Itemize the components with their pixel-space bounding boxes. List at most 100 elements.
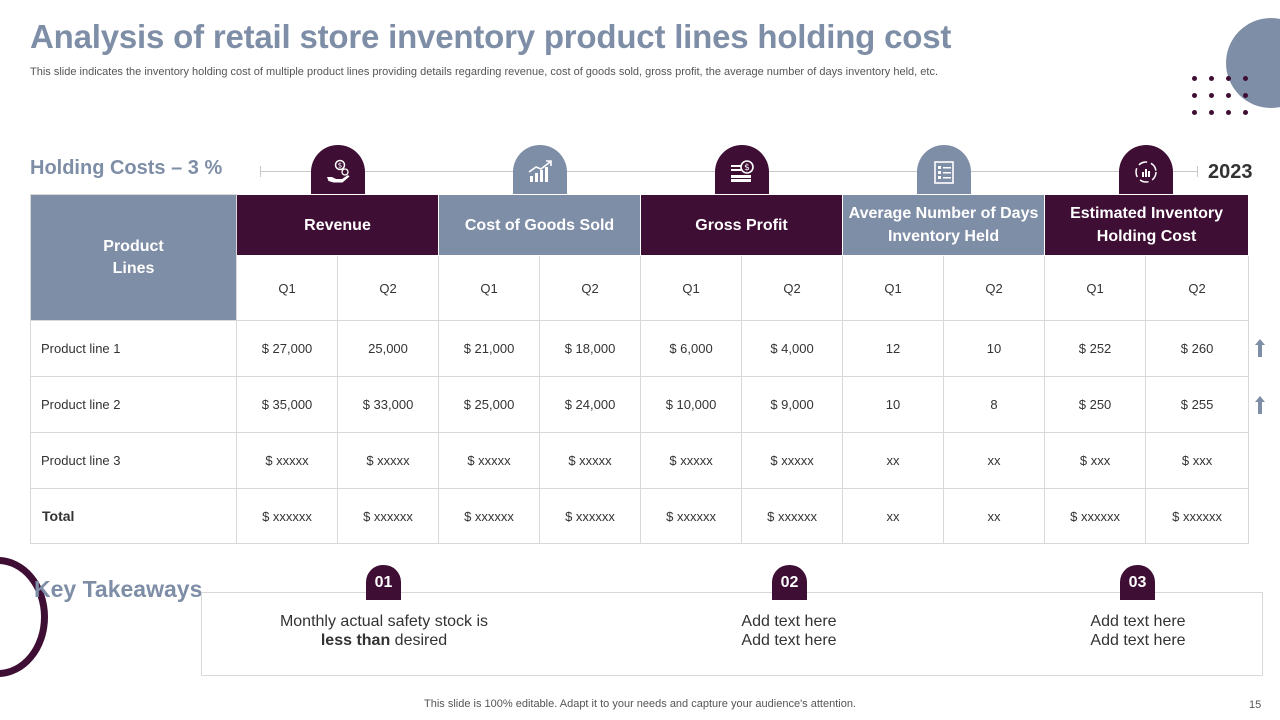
table-cell: $ 252 — [1044, 320, 1147, 377]
quarter-header: Q2 — [943, 255, 1046, 321]
table-cell: 25,000 — [336, 320, 440, 377]
gross-profit-tab: $ — [715, 145, 769, 199]
svg-text:$: $ — [338, 162, 342, 170]
holding-costs-label: Holding Costs – 3 % — [30, 157, 223, 179]
table-cell: $ 25,000 — [438, 376, 541, 433]
revenue-tab: $ — [311, 145, 365, 199]
table-cell: $ xxxxx — [438, 432, 541, 489]
table-row: Product line 2 $ 35,000 $ 33,000 $ 25,00… — [30, 376, 1250, 433]
decorative-dot — [1192, 93, 1197, 98]
table-row-total: Total $ xxxxxx $ xxxxxx $ xxxxxx $ xxxxx… — [30, 488, 1250, 544]
table-cell: $ xxxxxx — [539, 488, 642, 544]
table-cell: $ 21,000 — [438, 320, 541, 377]
group-header-revenue: Revenue — [235, 194, 440, 256]
group-header-cogs: Cost of Goods Sold — [438, 194, 642, 256]
takeaway-rest-text: desired — [390, 632, 448, 649]
takeaway-bold-text: less than — [320, 632, 391, 649]
group-header-holding-cost: Estimated Inventory Holding Cost — [1044, 194, 1250, 256]
key-takeaways-title: Key Takeaways — [34, 576, 203, 602]
table-cell: $ 255 — [1145, 376, 1250, 433]
holding-cost-tab — [1119, 145, 1173, 199]
decorative-dot — [1226, 110, 1231, 115]
table-cell: $ 4,000 — [741, 320, 844, 377]
table-cell: $ xxxxxx — [1145, 488, 1250, 544]
days-inventory-tab — [917, 145, 971, 199]
decorative-dot — [1192, 76, 1197, 81]
quarter-header: Q1 — [842, 255, 945, 321]
row-label: Product line 1 — [30, 320, 237, 377]
table-cell: $ xxxxx — [640, 432, 743, 489]
table-cell: $ xxxxx — [236, 432, 338, 489]
table-cell: xx — [943, 488, 1046, 544]
table-cell: $ 18,000 — [539, 320, 642, 377]
group-header-gross-profit: Gross Profit — [640, 194, 844, 256]
timeline-tick-start — [260, 166, 261, 177]
takeaway-text-02: Add text here Add text here — [709, 612, 869, 650]
quarter-header: Q1 — [236, 255, 338, 321]
decorative-dot — [1209, 110, 1214, 115]
slide-title: Analysis of retail store inventory produ… — [30, 18, 952, 55]
table-cell: $ 9,000 — [741, 376, 844, 433]
quarter-header: Q2 — [539, 255, 642, 321]
table-cell: $ xxxxxx — [236, 488, 338, 544]
table-cell: $ 33,000 — [336, 376, 440, 433]
table-cell: xx — [842, 432, 945, 489]
takeaway-line: less than desired — [264, 631, 504, 650]
decorative-dot — [1243, 76, 1248, 81]
svg-text:$: $ — [744, 163, 750, 173]
table-row: Product line 1 $ 27,000 25,000 $ 21,000 … — [30, 320, 1250, 377]
product-lines-header: Product Lines — [30, 194, 237, 321]
table-cell: 10 — [943, 320, 1046, 377]
page-number: 15 — [1249, 699, 1262, 711]
table-cell: $ xxxxx — [336, 432, 440, 489]
table-cell: xx — [943, 432, 1046, 489]
table-cell: 10 — [842, 376, 945, 433]
row-label-total: Total — [30, 488, 237, 544]
table-cell: $ xxxxx — [539, 432, 642, 489]
table-row: Product line 3 $ xxxxx $ xxxxx $ xxxxx $… — [30, 432, 1250, 489]
group-header-avg-days: Average Number of Days Inventory Held — [842, 194, 1046, 256]
table-cell: xx — [842, 488, 945, 544]
decorative-dots — [1192, 76, 1252, 120]
quarter-header: Q2 — [336, 255, 440, 321]
money-hand-icon: $ — [327, 159, 350, 183]
takeaway-line: Add text here — [741, 632, 837, 649]
table-cell: $ xxxxxx — [1044, 488, 1147, 544]
decorative-ring — [0, 557, 48, 677]
takeaway-line: Monthly actual safety stock is — [279, 613, 489, 630]
footer-note: This slide is 100% editable. Adapt it to… — [424, 698, 856, 710]
decorative-dot — [1226, 76, 1231, 81]
table-cell: $ xxxxxx — [741, 488, 844, 544]
decorative-dot — [1226, 93, 1231, 98]
takeaway-line: Add text here — [741, 613, 837, 630]
trend-up-arrow-icon — [1255, 339, 1265, 357]
table-cell: $ 27,000 — [236, 320, 338, 377]
decorative-dot — [1209, 93, 1214, 98]
table-cell: $ xxx — [1145, 432, 1250, 489]
trend-up-arrow-icon — [1255, 396, 1265, 414]
cost-of-goods-tab — [513, 145, 567, 199]
calendar-list-icon — [934, 161, 954, 184]
takeaway-badge-03: 03 — [1120, 565, 1155, 600]
table-cell: 12 — [842, 320, 945, 377]
timeline-tick-end — [1197, 166, 1198, 177]
quarter-header: Q2 — [741, 255, 844, 321]
takeaway-line: Add text here — [1090, 613, 1186, 630]
decorative-dot — [1243, 110, 1248, 115]
table-cell: 8 — [943, 376, 1046, 433]
year-label: 2023 — [1208, 161, 1253, 183]
table-cell: $ xxxxxx — [336, 488, 440, 544]
quarter-header: Q2 — [1145, 255, 1250, 321]
quarter-header: Q1 — [438, 255, 541, 321]
inventory-table: Product Lines Revenue Cost of Goods Sold… — [30, 194, 1250, 544]
takeaway-text-01: Monthly actual safety stock is less than… — [264, 612, 504, 650]
decorative-dot — [1192, 110, 1197, 115]
decorative-dot — [1209, 76, 1214, 81]
slide-subtitle: This slide indicates the inventory holdi… — [30, 66, 939, 78]
row-label: Product line 3 — [30, 432, 237, 489]
table-cell: $ 6,000 — [640, 320, 743, 377]
table-cell: $ 24,000 — [539, 376, 642, 433]
takeaway-line: Add text here — [1090, 632, 1186, 649]
table-cell: $ xxxxxx — [438, 488, 541, 544]
table-cell: $ xxx — [1044, 432, 1147, 489]
